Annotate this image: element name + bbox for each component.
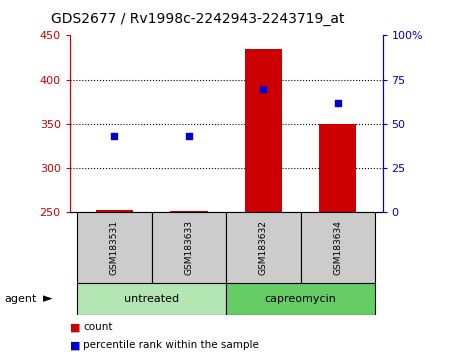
Text: ►: ► — [43, 293, 52, 306]
Point — [260, 86, 267, 91]
Text: count: count — [83, 322, 113, 332]
Bar — [226, 283, 375, 315]
Bar — [319, 124, 356, 212]
Text: percentile rank within the sample: percentile rank within the sample — [83, 340, 259, 350]
Point — [111, 133, 118, 139]
Text: GSM183634: GSM183634 — [333, 220, 342, 275]
Point — [334, 100, 342, 105]
Bar — [226, 212, 301, 283]
Text: GSM183632: GSM183632 — [259, 220, 268, 275]
Bar — [170, 211, 207, 212]
Text: capreomycin: capreomycin — [265, 294, 337, 304]
Bar — [96, 210, 133, 212]
Bar — [77, 283, 226, 315]
Text: untreated: untreated — [124, 294, 179, 304]
Text: agent: agent — [4, 294, 37, 304]
Text: GDS2677 / Rv1998c-2242943-2243719_at: GDS2677 / Rv1998c-2242943-2243719_at — [51, 12, 345, 27]
Bar — [77, 212, 152, 283]
Bar — [152, 212, 226, 283]
Bar — [245, 48, 282, 212]
Text: GSM183531: GSM183531 — [110, 220, 119, 275]
Text: GSM183633: GSM183633 — [184, 220, 194, 275]
Text: ■: ■ — [70, 322, 80, 332]
Bar — [301, 212, 375, 283]
Text: ■: ■ — [70, 340, 80, 350]
Point — [185, 133, 193, 139]
